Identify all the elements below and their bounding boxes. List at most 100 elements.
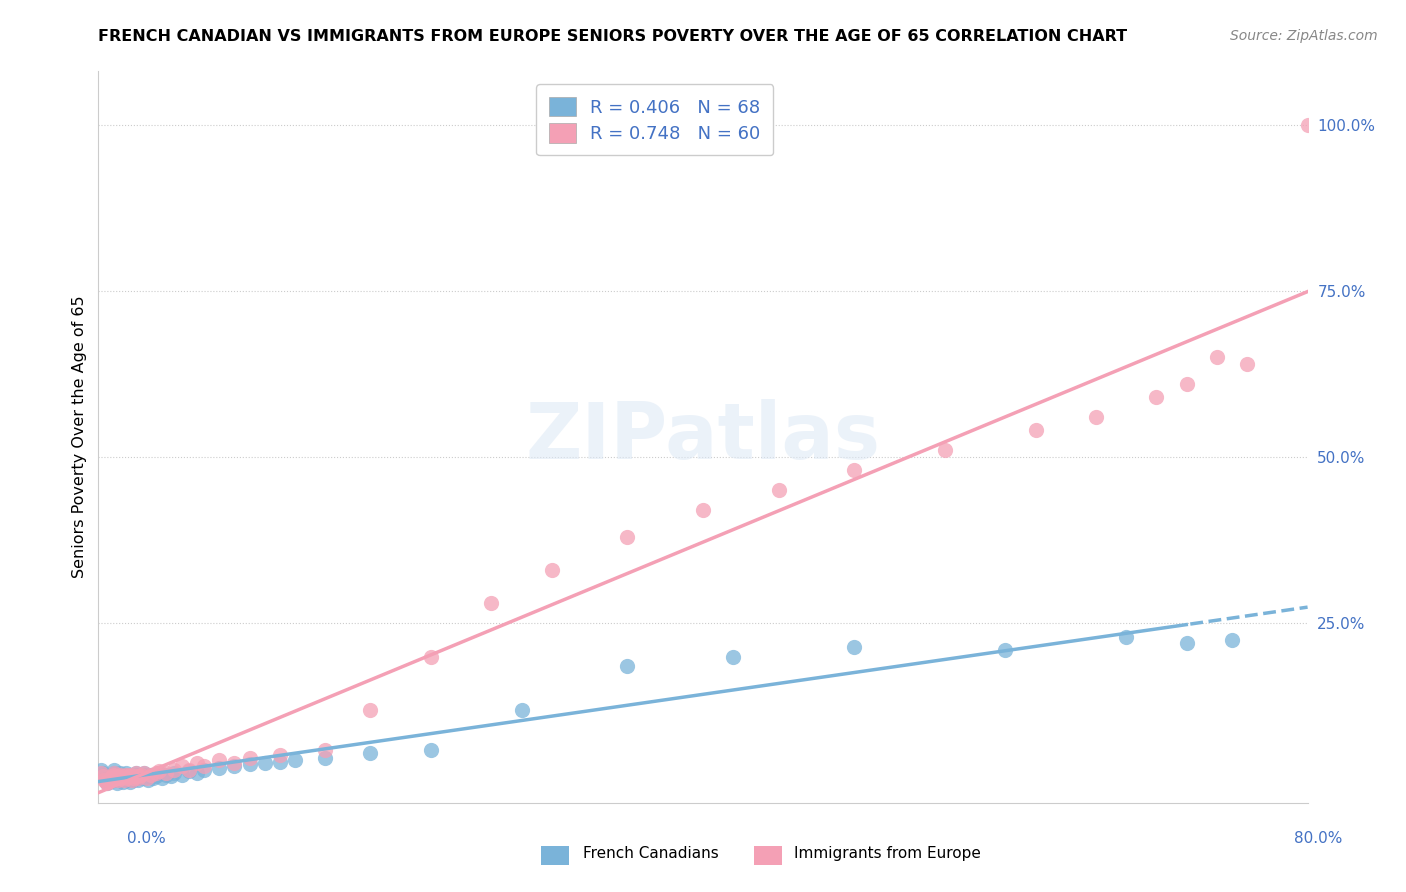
Point [107,772,129,787]
Point [768,483,790,498]
Point [124,769,146,783]
Point [121,772,143,787]
Point [98,772,121,787]
Point [125,765,148,780]
Point [125,765,148,780]
Point [94,774,117,789]
Point [114,768,136,782]
Point [96,776,118,790]
Point [108,765,131,780]
Point [104,772,127,787]
Point [91,765,114,780]
Point [150,771,173,785]
Point [105,771,128,785]
Point [122,772,145,787]
Point [103,768,125,782]
Point [114,769,136,783]
Point [129,769,152,783]
Point [1175,636,1198,650]
Text: FRENCH CANADIAN VS IMMIGRANTS FROM EUROPE SENIORS POVERTY OVER THE AGE OF 65 COR: FRENCH CANADIAN VS IMMIGRANTS FROM EUROP… [98,29,1128,44]
Text: ZIPatlas: ZIPatlas [526,399,880,475]
Point [136,772,159,787]
Point [98,774,121,789]
Point [101,769,124,783]
Point [145,769,167,783]
Point [90,763,112,777]
Point [100,771,122,785]
Point [208,761,231,775]
Point [101,769,124,783]
Point [121,769,143,783]
Point [104,771,127,785]
Point [1206,351,1229,365]
Point [93,769,115,783]
Point [239,757,262,772]
Point [1175,376,1198,391]
Point [110,771,132,785]
Point [934,443,956,458]
Point [91,769,114,783]
Text: Source: ZipAtlas.com: Source: ZipAtlas.com [1230,29,1378,43]
Point [103,768,125,782]
Text: French Canadians: French Canadians [583,847,720,861]
Point [141,768,163,782]
Point [163,765,186,780]
Point [179,763,201,777]
Point [105,769,128,783]
Point [224,759,246,773]
Point [1115,630,1137,644]
Point [186,756,208,770]
Point [108,768,131,782]
Point [1220,632,1243,647]
Point [125,768,148,782]
Point [105,776,128,790]
Legend: R = 0.406   N = 68, R = 0.748   N = 60: R = 0.406 N = 68, R = 0.748 N = 60 [536,84,773,155]
Point [93,772,115,787]
Point [360,703,382,717]
Point [118,771,141,785]
Point [103,763,125,777]
Text: Immigrants from Europe: Immigrants from Europe [794,847,981,861]
Point [360,746,382,760]
Point [481,596,503,610]
Point [112,771,135,785]
Point [253,756,276,770]
Point [110,772,132,787]
Point [122,771,145,785]
Point [616,530,638,544]
Point [239,750,262,764]
Point [155,768,177,782]
Point [692,503,714,517]
Point [186,765,208,780]
Point [1085,410,1108,425]
Point [94,772,117,787]
Point [120,768,142,782]
Y-axis label: Seniors Poverty Over the Age of 65: Seniors Poverty Over the Age of 65 [72,296,87,578]
Point [193,759,215,773]
Text: 80.0%: 80.0% [1295,831,1343,846]
Point [115,772,138,787]
Point [540,563,562,577]
Point [115,771,138,785]
Point [114,765,136,780]
Point [1024,424,1046,438]
Point [134,771,156,785]
Point [616,659,638,673]
Point [145,765,167,780]
Point [132,765,155,780]
Point [420,742,443,756]
Point [107,768,129,782]
Point [994,643,1017,657]
Point [135,771,157,785]
Point [111,769,134,783]
Point [118,769,141,783]
Point [510,703,533,717]
Point [284,753,307,767]
Point [269,755,291,769]
Point [163,763,186,777]
Point [224,756,246,770]
Point [100,771,122,785]
Point [193,763,215,777]
Point [141,768,163,782]
Point [128,769,150,783]
